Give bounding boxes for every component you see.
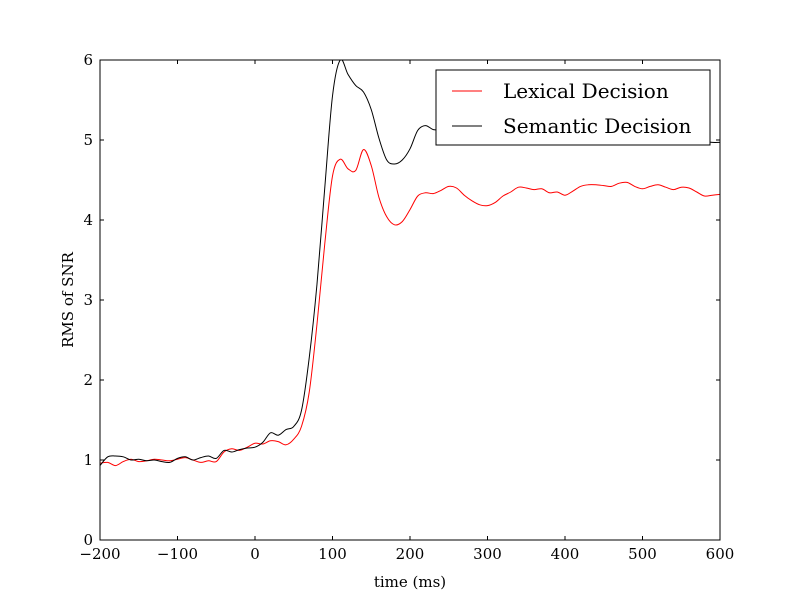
x-tick-label: 100 — [318, 545, 347, 563]
y-tick-label: 3 — [83, 291, 93, 309]
axis-ticks: −200 −100 0 100 200 300 400 500 600 0 1 2 3 4 5 6 — [79, 51, 734, 563]
y-tick-label: 2 — [83, 371, 93, 389]
legend-label-lexical-decision: Lexical Decision — [503, 79, 669, 103]
series-line-lexical-decision — [100, 149, 720, 467]
y-tick-label: 6 — [83, 51, 93, 69]
x-tick-label: 600 — [706, 545, 735, 563]
y-axis-label: RMS of SNR — [59, 251, 77, 347]
y-tick-label: 1 — [83, 451, 93, 469]
y-tick-label: 0 — [83, 531, 93, 549]
x-axis-label: time (ms) — [374, 573, 446, 591]
x-tick-label: −100 — [157, 545, 198, 563]
legend-label-semantic-decision: Semantic Decision — [503, 114, 691, 138]
x-tick-label: 500 — [628, 545, 657, 563]
legend-box — [435, 69, 711, 146]
legend: Lexical Decision Semantic Decision — [435, 69, 711, 146]
y-tick-label: 5 — [83, 131, 93, 149]
x-tick-label: 0 — [250, 545, 260, 563]
x-tick-label: 200 — [396, 545, 425, 563]
x-tick-label: 300 — [473, 545, 502, 563]
x-tick-label: −200 — [79, 545, 120, 563]
y-tick-label: 4 — [83, 211, 93, 229]
x-tick-label: 400 — [551, 545, 580, 563]
